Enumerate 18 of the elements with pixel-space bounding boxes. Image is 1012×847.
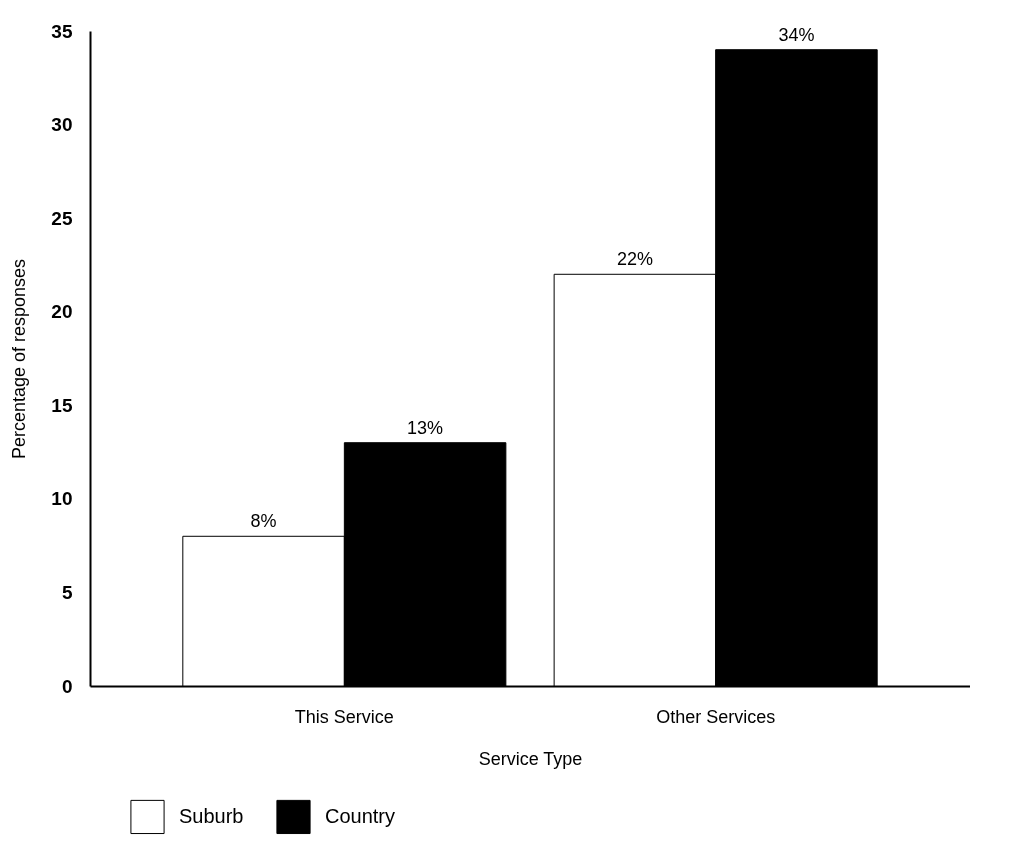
y-axis-title: Percentage of responses [9,258,30,460]
y-tick-label: 0 [61,675,73,697]
data-label: 8% [250,511,277,532]
y-tick-label: 10 [51,488,73,510]
y-tick-label: 20 [51,301,73,323]
y-tick-label: 30 [51,114,73,136]
y-tick-label: 35 [51,20,73,42]
legend-label: Suburb [179,804,244,827]
legend-label: Country [325,804,396,827]
data-label: 34% [778,24,815,45]
y-tick-label: 5 [61,581,73,603]
x-tick-label: This Service [294,706,394,727]
data-label: 22% [616,249,653,270]
x-axis-title: Service Type [478,748,583,769]
y-tick-label: 25 [51,207,73,229]
x-tick-label: Other Services [656,706,776,727]
data-label: 13% [407,417,444,438]
y-tick-label: 15 [51,394,73,416]
